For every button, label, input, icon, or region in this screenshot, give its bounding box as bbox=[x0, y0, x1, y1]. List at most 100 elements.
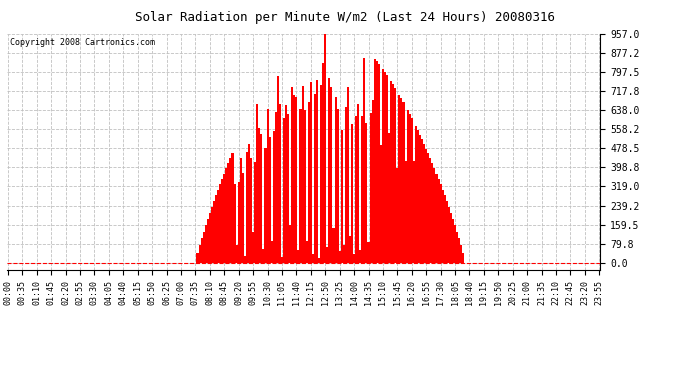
Bar bbox=[217, 190, 219, 263]
Bar bbox=[406, 110, 408, 263]
Bar bbox=[246, 152, 248, 263]
Bar bbox=[380, 145, 382, 263]
Bar bbox=[289, 225, 291, 263]
Bar bbox=[297, 250, 299, 263]
Bar bbox=[273, 132, 275, 263]
Bar bbox=[215, 195, 217, 263]
Bar bbox=[437, 179, 440, 263]
Bar bbox=[442, 190, 444, 263]
Bar bbox=[306, 241, 308, 263]
Bar bbox=[244, 256, 246, 263]
Bar bbox=[351, 124, 353, 263]
Bar bbox=[394, 88, 396, 263]
Bar bbox=[423, 144, 425, 263]
Bar bbox=[376, 62, 377, 263]
Bar bbox=[355, 116, 357, 263]
Bar bbox=[450, 213, 452, 263]
Bar bbox=[258, 128, 260, 263]
Bar bbox=[440, 184, 442, 263]
Bar bbox=[291, 87, 293, 263]
Bar bbox=[333, 228, 335, 263]
Bar bbox=[390, 81, 392, 263]
Bar bbox=[203, 232, 205, 263]
Bar bbox=[320, 85, 322, 263]
Bar bbox=[435, 174, 437, 263]
Bar bbox=[197, 253, 199, 263]
Bar bbox=[312, 254, 314, 263]
Bar bbox=[239, 158, 241, 263]
Bar bbox=[362, 116, 364, 263]
Bar bbox=[268, 136, 270, 263]
Bar bbox=[429, 158, 431, 263]
Bar bbox=[219, 184, 221, 263]
Bar bbox=[254, 162, 256, 263]
Bar bbox=[417, 130, 419, 263]
Bar bbox=[425, 148, 427, 263]
Bar bbox=[411, 118, 413, 263]
Bar bbox=[207, 219, 209, 263]
Bar bbox=[454, 225, 456, 263]
Bar bbox=[400, 98, 402, 263]
Bar bbox=[241, 173, 244, 263]
Bar bbox=[213, 201, 215, 263]
Bar bbox=[456, 232, 458, 263]
Bar bbox=[444, 195, 446, 263]
Bar bbox=[308, 102, 310, 263]
Bar bbox=[337, 110, 339, 263]
Bar bbox=[205, 225, 207, 263]
Bar bbox=[299, 110, 302, 263]
Bar bbox=[339, 251, 341, 263]
Bar bbox=[287, 114, 289, 263]
Bar bbox=[283, 118, 285, 263]
Bar bbox=[382, 69, 384, 263]
Bar bbox=[452, 219, 454, 263]
Bar bbox=[231, 153, 233, 263]
Bar bbox=[349, 236, 351, 263]
Bar bbox=[402, 102, 404, 263]
Bar bbox=[248, 144, 250, 263]
Bar bbox=[398, 94, 400, 263]
Bar bbox=[275, 112, 277, 263]
Bar bbox=[318, 258, 320, 263]
Bar bbox=[262, 249, 264, 263]
Bar bbox=[364, 58, 366, 263]
Bar bbox=[310, 82, 312, 263]
Bar bbox=[384, 72, 386, 263]
Bar bbox=[366, 123, 368, 263]
Bar bbox=[233, 183, 235, 263]
Bar bbox=[252, 232, 254, 263]
Bar bbox=[343, 244, 345, 263]
Text: Solar Radiation per Minute W/m2 (Last 24 Hours) 20080316: Solar Radiation per Minute W/m2 (Last 24… bbox=[135, 11, 555, 24]
Bar bbox=[328, 78, 331, 263]
Bar bbox=[413, 161, 415, 263]
Bar bbox=[235, 245, 237, 263]
Bar bbox=[295, 97, 297, 263]
Bar bbox=[224, 174, 226, 263]
Bar bbox=[201, 238, 203, 263]
Bar bbox=[199, 246, 201, 263]
Bar bbox=[415, 126, 417, 263]
Bar bbox=[331, 87, 333, 263]
Bar bbox=[279, 104, 281, 263]
Bar bbox=[374, 59, 376, 263]
Bar bbox=[396, 168, 398, 263]
Bar bbox=[419, 135, 421, 263]
Bar bbox=[357, 104, 359, 263]
Bar bbox=[335, 97, 337, 263]
Bar bbox=[372, 100, 374, 263]
Bar bbox=[431, 163, 433, 263]
Bar bbox=[458, 238, 460, 263]
Bar bbox=[221, 179, 224, 263]
Bar bbox=[408, 114, 411, 263]
Bar bbox=[228, 163, 229, 263]
Bar bbox=[229, 158, 231, 263]
Bar bbox=[316, 80, 318, 263]
Bar bbox=[281, 257, 283, 263]
Bar bbox=[370, 113, 372, 263]
Bar bbox=[322, 63, 324, 263]
Bar bbox=[326, 247, 328, 263]
Bar bbox=[260, 134, 262, 263]
Bar bbox=[285, 105, 287, 263]
Bar bbox=[293, 95, 295, 263]
Bar bbox=[353, 254, 355, 263]
